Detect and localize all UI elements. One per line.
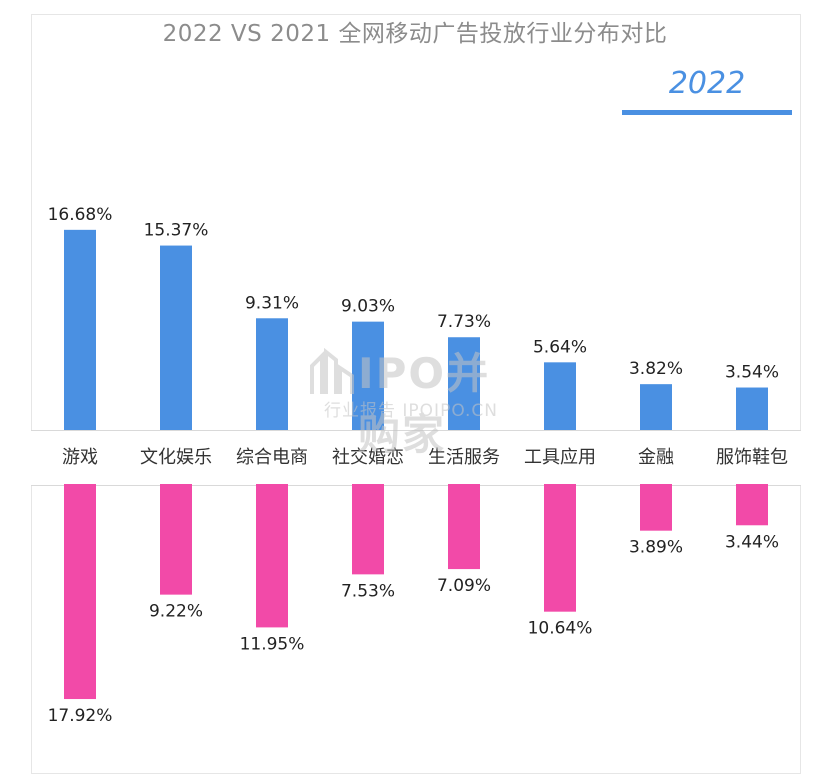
legend-line [622, 110, 792, 115]
bar-2021 [64, 484, 96, 700]
category-label: 工具应用 [524, 447, 596, 468]
bar-2021 [160, 484, 192, 595]
data-label: 9.31% [245, 293, 299, 313]
bar-2022 [448, 337, 480, 430]
category-band [31, 430, 801, 486]
data-label: 3.44% [725, 532, 779, 552]
data-label: 9.22% [149, 602, 203, 622]
bar-2022 [352, 321, 384, 430]
data-label: 9.03% [341, 297, 395, 317]
bar-2022 [160, 245, 192, 430]
category-label: 服饰鞋包 [716, 447, 788, 468]
bar-2021 [448, 484, 480, 570]
category-label: 文化娱乐 [140, 447, 212, 468]
data-label: 11.95% [240, 634, 305, 654]
data-label: 7.09% [437, 576, 491, 596]
category-label: 社交婚恋 [332, 446, 404, 468]
bar-2021 [256, 484, 288, 628]
bar-2021 [544, 484, 576, 612]
category-label: 综合电商 [236, 447, 308, 468]
legend-label: 2022 [668, 66, 746, 101]
data-label: 3.54% [725, 363, 779, 383]
bar-2022 [256, 318, 288, 430]
category-label: 生活服务 [428, 447, 500, 468]
data-label: 15.37% [144, 221, 209, 241]
bar-2022 [640, 384, 672, 430]
category-label: 游戏 [62, 447, 98, 468]
bar-2021 [352, 484, 384, 575]
data-label: 10.64% [528, 619, 593, 639]
data-label: 3.89% [629, 538, 683, 558]
category-label: 金融 [638, 447, 674, 468]
data-label: 7.53% [341, 581, 395, 601]
bar-2021 [640, 484, 672, 531]
data-label: 3.82% [629, 359, 683, 379]
data-label: 17.92% [48, 706, 113, 726]
bar-2021 [736, 484, 768, 526]
data-label: 16.68% [48, 205, 113, 225]
data-label: 5.64% [533, 337, 587, 357]
data-label: 7.73% [437, 312, 491, 332]
bar-2022 [544, 362, 576, 430]
chart-title: 2022 VS 2021 全网移动广告投放行业分布对比 [162, 21, 668, 47]
bar-2022 [64, 229, 96, 430]
bar-2022 [736, 387, 768, 430]
